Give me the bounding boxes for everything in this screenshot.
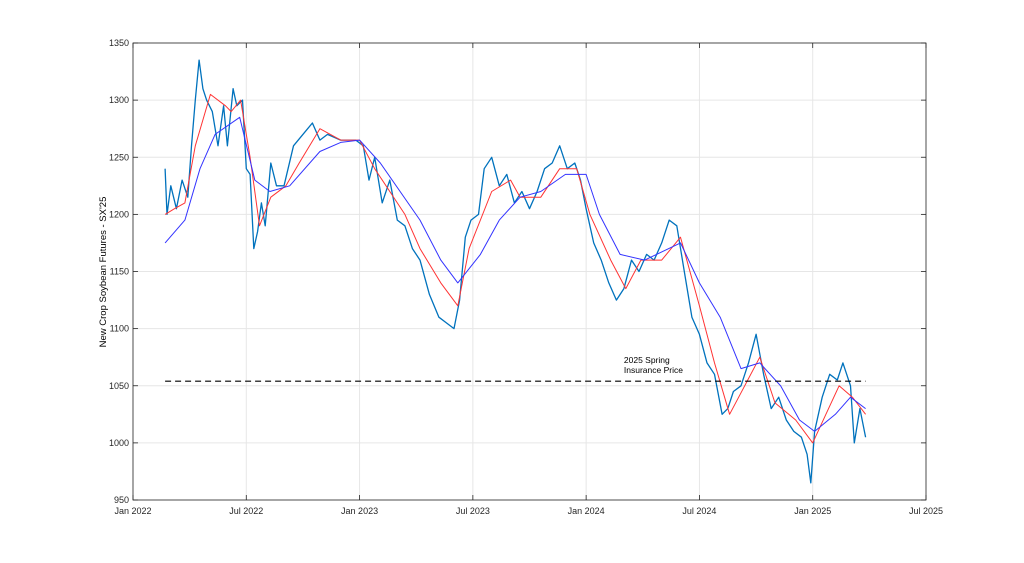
x-tick-label: Jan 2024 xyxy=(568,506,605,516)
annotation-line2: Insurance Price xyxy=(624,365,683,375)
y-tick-label: 1150 xyxy=(110,267,129,277)
series-line-1 xyxy=(164,93,866,444)
y-tick-label: 1200 xyxy=(109,209,129,219)
y-tick-label: 1050 xyxy=(109,381,129,391)
grid xyxy=(132,42,927,501)
y-axis-label: New Crop Soybean Futures - SX'25 xyxy=(98,197,109,348)
x-tick-label: Jul 2023 xyxy=(456,506,490,516)
x-tick-label: Jul 2022 xyxy=(229,506,263,516)
series-layer xyxy=(164,59,867,484)
y-tick-label: 950 xyxy=(114,495,129,505)
x-tick-label: Jan 2025 xyxy=(794,506,831,516)
x-tick-label: Jan 2022 xyxy=(114,506,151,516)
annotation-line1: 2025 Spring xyxy=(624,355,670,365)
tick-layer: Jan 2022 Jul 2022 Jan 2023 Jul 2023 Jan 2024… xyxy=(109,38,943,516)
x-tick-label: Jan 2023 xyxy=(341,506,378,516)
y-tick-label: 1250 xyxy=(109,152,129,162)
x-tick-label: Jul 2025 xyxy=(909,506,943,516)
y-tick-label: 1100 xyxy=(110,324,129,334)
y-tick-label: 1300 xyxy=(109,95,129,105)
series-line-0 xyxy=(164,59,867,484)
x-tick-label: Jul 2024 xyxy=(682,506,716,516)
series-line-2 xyxy=(164,116,866,432)
y-tick-label: 1350 xyxy=(109,38,129,48)
y-tick-label: 1000 xyxy=(109,438,129,448)
